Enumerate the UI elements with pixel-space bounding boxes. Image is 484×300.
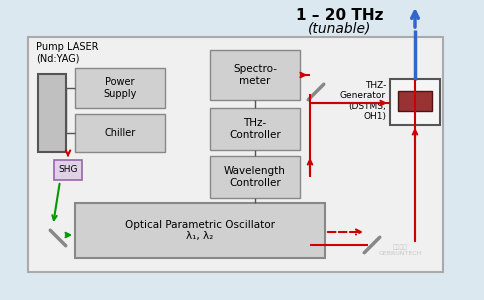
Text: Pump LASER
(Nd:YAG): Pump LASER (Nd:YAG) xyxy=(36,42,99,64)
Text: Wavelength
Controller: Wavelength Controller xyxy=(224,166,286,188)
Bar xyxy=(75,68,165,108)
Text: THz-
Controller: THz- Controller xyxy=(229,118,281,140)
Bar xyxy=(210,50,300,100)
Text: SHG: SHG xyxy=(58,166,78,175)
Bar xyxy=(390,79,440,125)
Bar xyxy=(210,108,300,150)
Bar xyxy=(28,37,443,272)
Text: Optical Parametric Oscillator
λ₁, λ₂: Optical Parametric Oscillator λ₁, λ₂ xyxy=(125,220,275,241)
Text: (tunable): (tunable) xyxy=(308,22,372,36)
Text: Power
Supply: Power Supply xyxy=(103,77,136,99)
Text: Spectro-
meter: Spectro- meter xyxy=(233,64,277,86)
Bar xyxy=(38,74,66,152)
Bar xyxy=(398,91,432,111)
Bar xyxy=(75,203,325,258)
Text: 涡润光电
GEBRUNTECH: 涡润光电 GEBRUNTECH xyxy=(378,244,422,256)
Bar xyxy=(54,160,82,180)
Text: THZ-
Generator
(DSTMS,
OH1): THZ- Generator (DSTMS, OH1) xyxy=(340,81,386,121)
Text: Chiller: Chiller xyxy=(105,128,136,138)
Bar xyxy=(210,156,300,198)
Bar xyxy=(75,114,165,152)
Text: 1 – 20 THz: 1 – 20 THz xyxy=(296,8,384,23)
